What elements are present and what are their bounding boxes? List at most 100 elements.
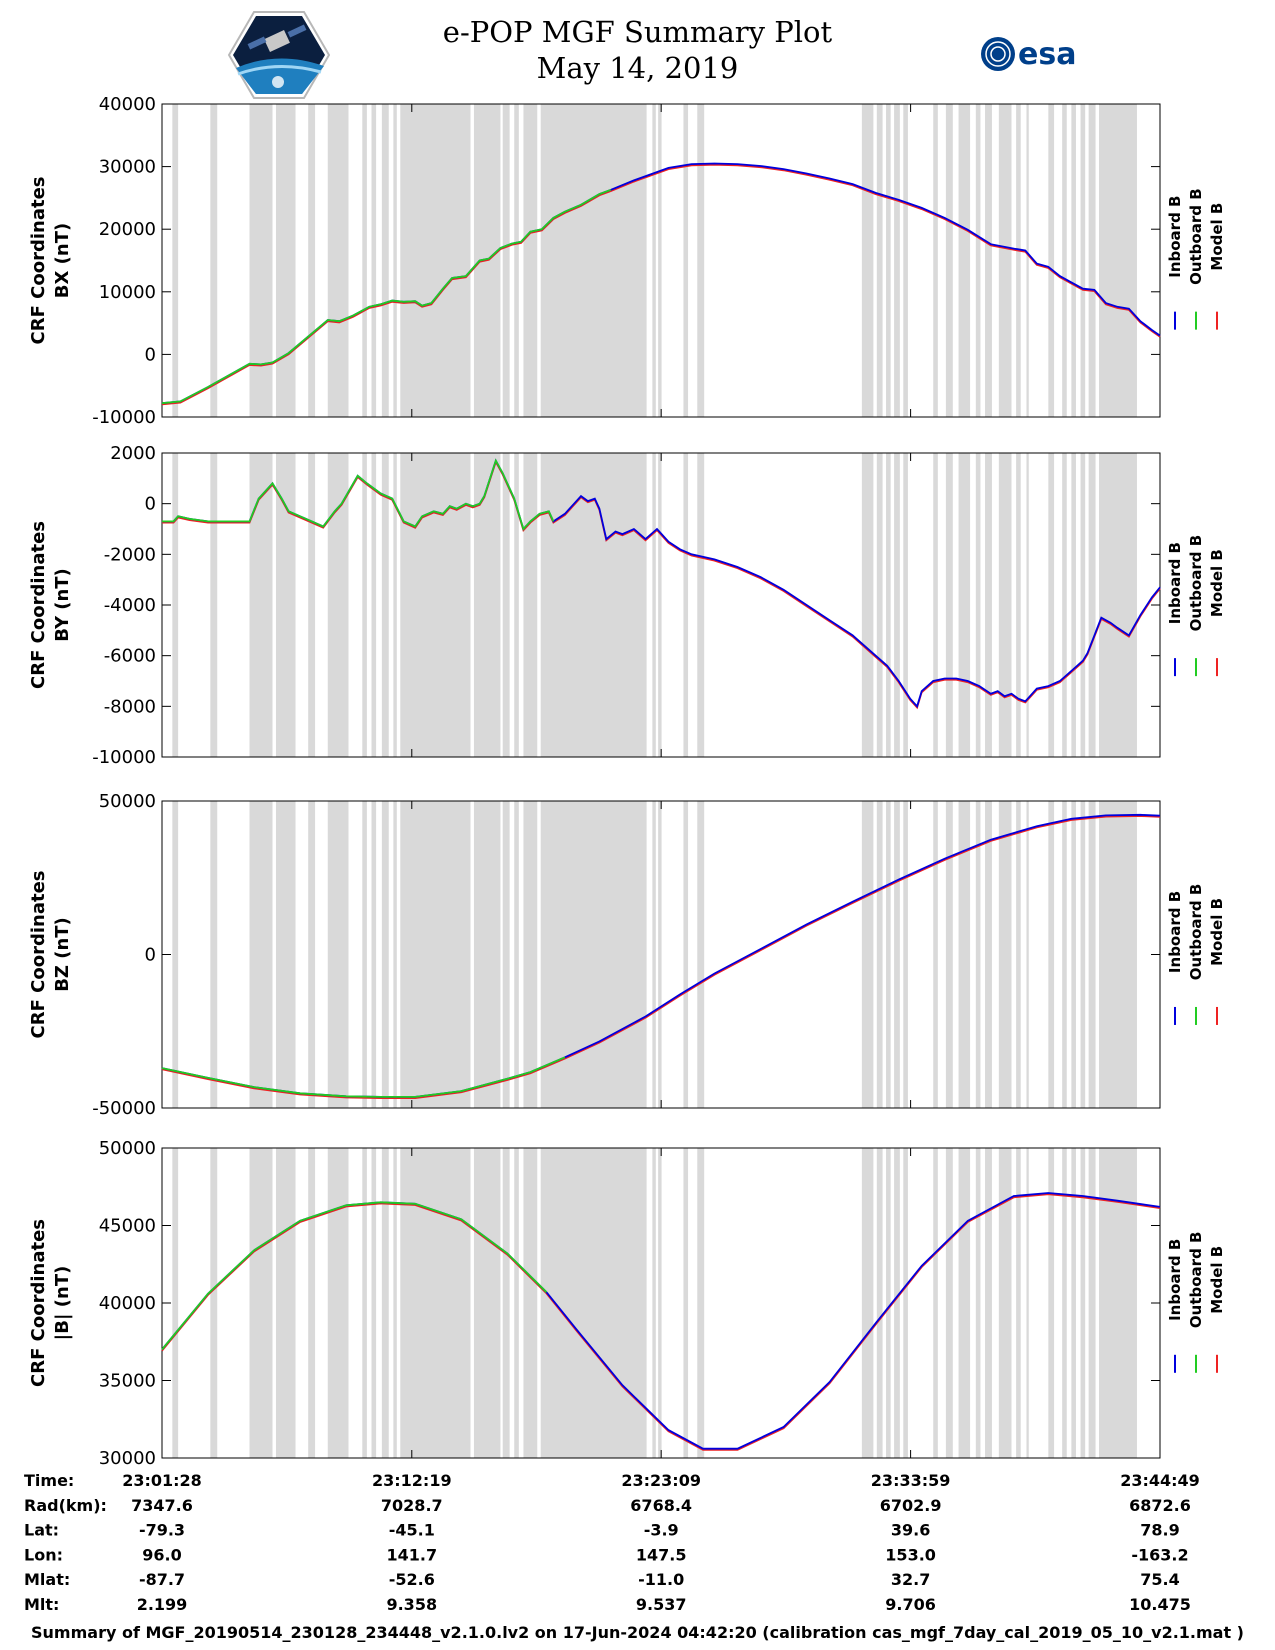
data-gap-band	[381, 1148, 389, 1458]
outboard-b-line	[161, 1201, 548, 1351]
data-gap-band	[998, 453, 1012, 757]
data-gap-band	[1026, 104, 1029, 417]
data-gap-band	[1026, 801, 1029, 1108]
data-gap-band	[1016, 801, 1021, 1108]
data-gap-band	[876, 453, 883, 757]
data-gap-band	[1071, 1148, 1076, 1458]
legend-label: Inboard B	[1166, 196, 1184, 278]
data-gap-band	[985, 104, 992, 417]
y-tick-label: 30000	[99, 157, 156, 178]
model-b-line	[161, 163, 1161, 406]
ephemeris-table: Time: 23:01:28 23:12:19 23:23:09 23:33:59 23:…	[24, 1471, 1200, 1614]
data-gap-band	[1048, 453, 1055, 757]
data-gap-band	[400, 104, 471, 417]
data-gap-band	[861, 453, 874, 757]
ephemeris-value: 9.537	[636, 1595, 687, 1614]
data-gap-band	[362, 1148, 367, 1458]
ephemeris-row-label: Mlat:	[24, 1570, 70, 1589]
data-gap-band	[652, 801, 656, 1108]
y-tick-label: 0	[145, 494, 156, 515]
data-gap-band	[502, 453, 510, 757]
data-gap-band	[1080, 801, 1086, 1108]
ephemeris-value: 32.7	[891, 1570, 930, 1589]
legend: Inboard B Outboard B Model B	[1166, 188, 1226, 330]
ephemeris-value: 141.7	[386, 1545, 437, 1564]
ephemeris-value: 7028.7	[381, 1496, 443, 1515]
legend-label: Inboard B	[1166, 542, 1184, 624]
data-gap-band	[249, 453, 273, 757]
data-gap-band	[172, 801, 179, 1108]
data-gap-band	[393, 104, 397, 417]
data-gap-band	[894, 104, 900, 417]
data-gap-band	[933, 104, 938, 417]
data-gap-band	[514, 801, 519, 1108]
data-gap-band	[903, 801, 908, 1108]
data-gap-band	[540, 104, 647, 417]
data-gap-band	[1062, 801, 1067, 1108]
ephemeris-value: 23:01:28	[122, 1471, 202, 1490]
y-tick-label: 35000	[99, 1371, 156, 1392]
y-tick-label: 40000	[99, 1293, 156, 1314]
data-gap-band	[894, 1148, 900, 1458]
data-gap-band	[658, 1148, 662, 1458]
data-gap-band	[1016, 104, 1021, 417]
data-gap-band	[371, 453, 377, 757]
legend: Inboard B Outboard B Model B	[1166, 535, 1226, 677]
data-gap-band	[371, 801, 377, 1108]
data-gap-band	[658, 453, 662, 757]
data-gap-band	[362, 453, 367, 757]
data-gap-band	[523, 104, 538, 417]
data-gap-band	[903, 1148, 908, 1458]
data-gap-band	[249, 104, 273, 417]
data-gap-band	[683, 801, 689, 1108]
data-gap-band	[1080, 104, 1086, 417]
data-gap-band	[886, 453, 891, 757]
y-tick-label: 2000	[110, 443, 156, 464]
data-gap-band	[210, 1148, 218, 1458]
ephemeris-value: 9.706	[885, 1595, 936, 1614]
legend-label: Outboard B	[1187, 188, 1205, 285]
legend-label: Model B	[1208, 898, 1226, 966]
data-gap-band	[683, 104, 689, 417]
ephemeris-row-label: Lon:	[24, 1545, 63, 1564]
data-gap-band	[886, 801, 891, 1108]
data-gap-band	[933, 1148, 938, 1458]
data-gap-band	[683, 453, 689, 757]
data-gap-band	[958, 801, 971, 1108]
data-gap-band	[933, 453, 938, 757]
title-line-1: e-POP MGF Summary Plot	[442, 15, 833, 49]
data-gap-band	[1088, 104, 1096, 417]
data-gap-band	[275, 801, 296, 1108]
data-gap-band	[1098, 801, 1137, 1108]
legend-label: Inboard B	[1166, 891, 1184, 973]
data-gap-band	[683, 1148, 689, 1458]
ephemeris-value: 9.358	[386, 1595, 437, 1614]
data-gap-band	[876, 104, 883, 417]
data-gap-band	[502, 801, 510, 1108]
y-tick-label: -6000	[104, 646, 156, 667]
ephemeris-value: -79.3	[139, 1521, 185, 1540]
data-gap-band	[894, 801, 900, 1108]
data-gap-band	[894, 453, 900, 757]
data-gap-band	[697, 801, 705, 1108]
data-gap-band	[210, 801, 218, 1108]
data-gap-band	[998, 801, 1012, 1108]
data-gap-band	[400, 801, 471, 1108]
y-tick-label: -4000	[104, 595, 156, 616]
ephemeris-value: 75.4	[1140, 1570, 1179, 1589]
model-b-line	[161, 815, 1161, 1099]
y-tick-label: 50000	[99, 1138, 156, 1159]
data-gap-band	[697, 1148, 705, 1458]
data-gap-band	[958, 104, 971, 417]
esa-logo: esa	[981, 37, 1076, 72]
panel-3: 30000 35000 40000 45000 50000 CRF Coordinates…	[28, 1138, 1226, 1469]
data-gap-band	[1098, 104, 1137, 417]
data-gap-band	[249, 1148, 273, 1458]
data-gap-band	[327, 1148, 349, 1458]
y-tick-label: 30000	[99, 1448, 156, 1469]
ephemeris-value: -163.2	[1131, 1545, 1188, 1564]
data-gap-band	[327, 453, 349, 757]
data-gap-band	[1088, 801, 1096, 1108]
ephemeris-row-label: Lat:	[24, 1521, 59, 1540]
data-gap-band	[933, 801, 938, 1108]
